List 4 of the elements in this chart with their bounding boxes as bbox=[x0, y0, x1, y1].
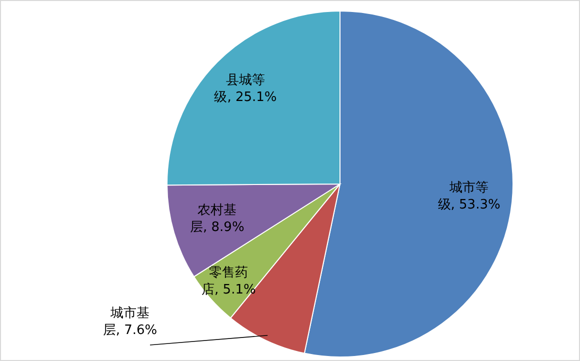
slice-label: 城市等级, 53.3% bbox=[438, 180, 500, 212]
slice-label: 农村基层, 8.9% bbox=[190, 203, 244, 236]
slice-label: 县城等级, 25.1% bbox=[214, 73, 277, 106]
slice-label: 城市基层, 7.6% bbox=[102, 306, 158, 338]
